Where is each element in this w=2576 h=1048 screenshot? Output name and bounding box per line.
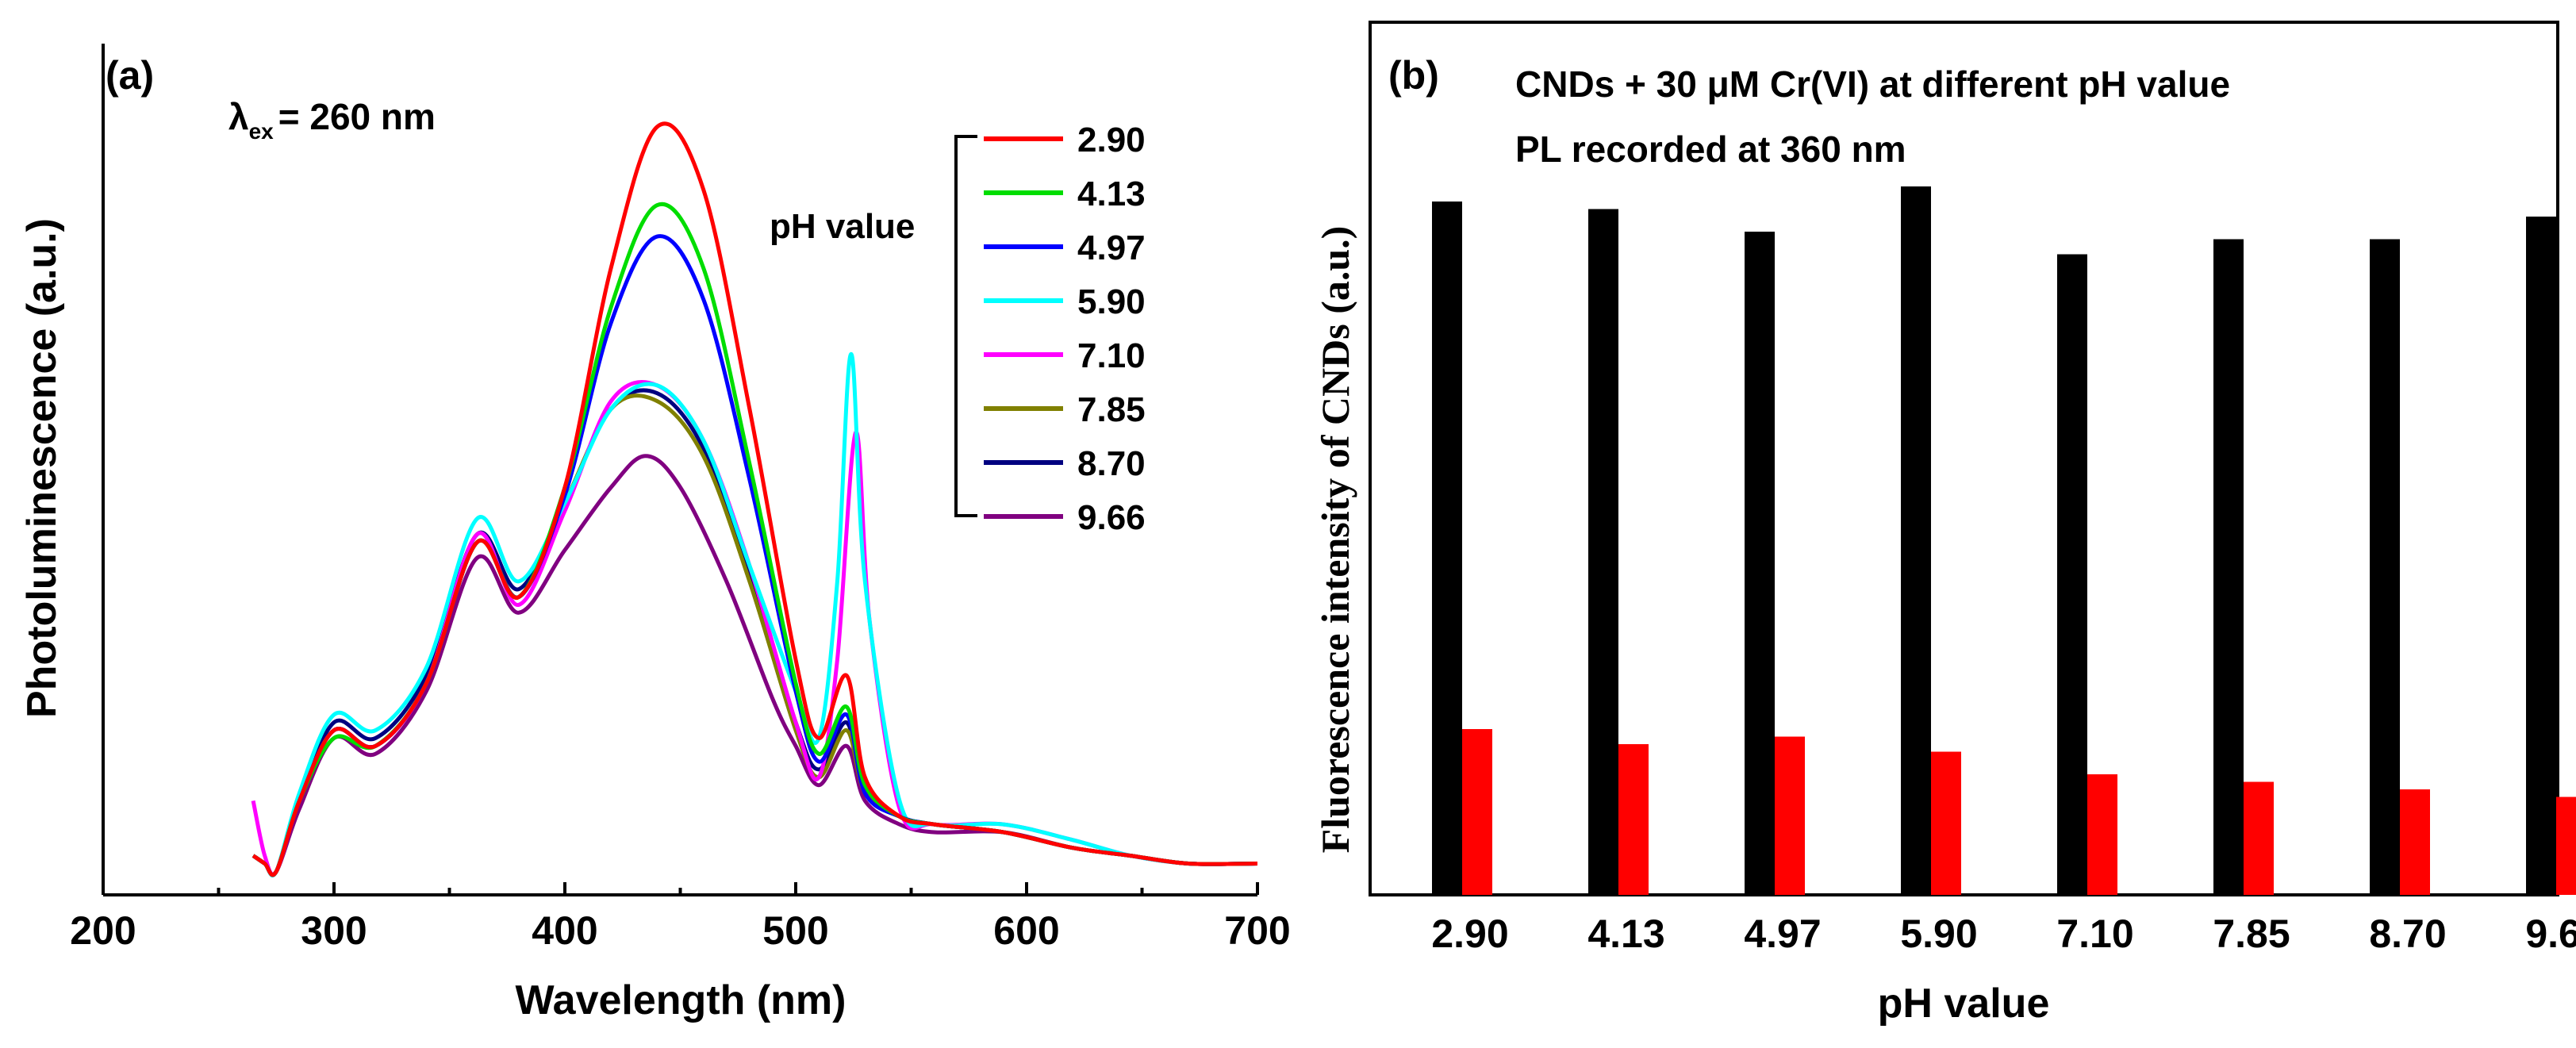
panel-b-tick-label: 4.97 <box>1744 912 1821 956</box>
panel-b-tick-label: 8.70 <box>2369 912 2446 956</box>
panel-b-bars <box>1432 186 2576 895</box>
bar-cnds-crvi-7.85 <box>2244 781 2274 895</box>
panel-b-tick-label: 7.85 <box>2213 912 2290 956</box>
bar-cnds-9.66 <box>2526 217 2556 895</box>
excitation-lambda: λ <box>228 96 249 137</box>
legend-label-5.90: 5.90 <box>1077 282 1146 321</box>
excitation-sub: ex <box>249 119 274 144</box>
panel-a-tick-label: 500 <box>762 908 828 953</box>
bar-cnds-crvi-2.90 <box>1462 729 1492 895</box>
bar-cnds-crvi-5.90 <box>1931 751 1961 895</box>
legend-label-4.97: 4.97 <box>1077 228 1146 267</box>
bar-cnds-crvi-7.10 <box>2087 774 2117 895</box>
bar-cnds-8.70 <box>2370 239 2400 895</box>
panel-b-x-axis-title: pH value <box>1878 981 2050 1027</box>
panel-b-frame <box>1369 21 2559 896</box>
bar-cnds-7.85 <box>2213 239 2244 895</box>
bar-cnds-crvi-8.70 <box>2400 789 2430 895</box>
panel-b-tick-label: 7.10 <box>2056 912 2133 956</box>
bar-cnds-crvi-9.66 <box>2556 797 2576 895</box>
panel-a-tick-label: 700 <box>1224 908 1290 953</box>
series-line-ph-4.97 <box>251 234 1258 877</box>
panel-b-x-ticks: 2.90 4.13 4.97 5.90 7.10 7.85 8.70 9.66 <box>1431 884 2576 956</box>
panel-a-tick-label: 600 <box>993 908 1059 953</box>
panel-a-y-axis-title: Photoluminescence (a.u.) <box>19 218 65 718</box>
panel-b-y-axis-title: Fluorescence intensity of CNDs (a.u.) <box>1313 226 1357 854</box>
legend-label-7.10: 7.10 <box>1077 336 1146 375</box>
panel-b-tick-label: 5.90 <box>1900 912 1977 956</box>
legend-items: 2.90 4.13 4.97 5.90 7.10 7.85 8.70 9.66 <box>984 121 1146 537</box>
panel-a-tick-label: 200 <box>70 908 136 953</box>
bar-cnds-4.97 <box>1745 232 1775 895</box>
bar-cnds-4.13 <box>1588 209 1618 895</box>
bar-cnds-crvi-4.97 <box>1775 736 1805 895</box>
legend-label-7.85: 7.85 <box>1077 390 1146 429</box>
bar-cnds-crvi-4.13 <box>1618 744 1649 895</box>
excitation-label: λex = 260 nm <box>228 96 436 144</box>
excitation-value: = 260 nm <box>278 96 436 137</box>
panel-a-tick-label: 300 <box>301 908 367 953</box>
panel-a-curves <box>251 121 1258 878</box>
legend-label-4.13: 4.13 <box>1077 175 1146 213</box>
panel-b-tick-label: 2.90 <box>1431 912 1508 956</box>
panel-a-label: (a) <box>106 53 154 98</box>
legend-label-2.90: 2.90 <box>1077 121 1146 159</box>
panel-b-tick-label: 4.13 <box>1587 912 1664 956</box>
legend-title: pH value <box>770 207 915 246</box>
legend-label-8.70: 8.70 <box>1077 444 1146 483</box>
panel-b: 2.90 4.13 4.97 5.90 7.10 7.85 8.70 9.66 (b) CND… <box>1313 21 2576 1027</box>
panel-a-tick-label: 400 <box>532 908 597 953</box>
panel-b-label: (b) <box>1388 53 1439 98</box>
panel-b-title: CNDs + 30 μM Cr(VI) at different pH valu… <box>1515 63 2230 105</box>
series-line-ph-2.90 <box>251 121 1258 877</box>
legend-bracket <box>954 135 977 517</box>
bar-cnds-7.10 <box>2057 254 2087 895</box>
legend-label-9.66: 9.66 <box>1077 498 1146 537</box>
panel-a-x-ticks: 200 300 400 500 600 700 <box>70 882 1291 953</box>
bar-cnds-5.90 <box>1901 186 1931 895</box>
panel-a: 200 300 400 500 600 700 (a) λex = 260 nm Wavel… <box>19 44 1291 1023</box>
bar-cnds-2.90 <box>1432 202 1462 895</box>
panel-a-x-axis-title: Wavelength (nm) <box>516 977 847 1023</box>
panel-a-legend: pH value 2.90 4.13 4.97 5.90 7.10 7.85 8.70 9.6… <box>770 121 1146 537</box>
panel-b-tick-label: 9.66 <box>2525 912 2576 956</box>
panel-b-subtitle: PL recorded at 360 nm <box>1515 129 1906 170</box>
